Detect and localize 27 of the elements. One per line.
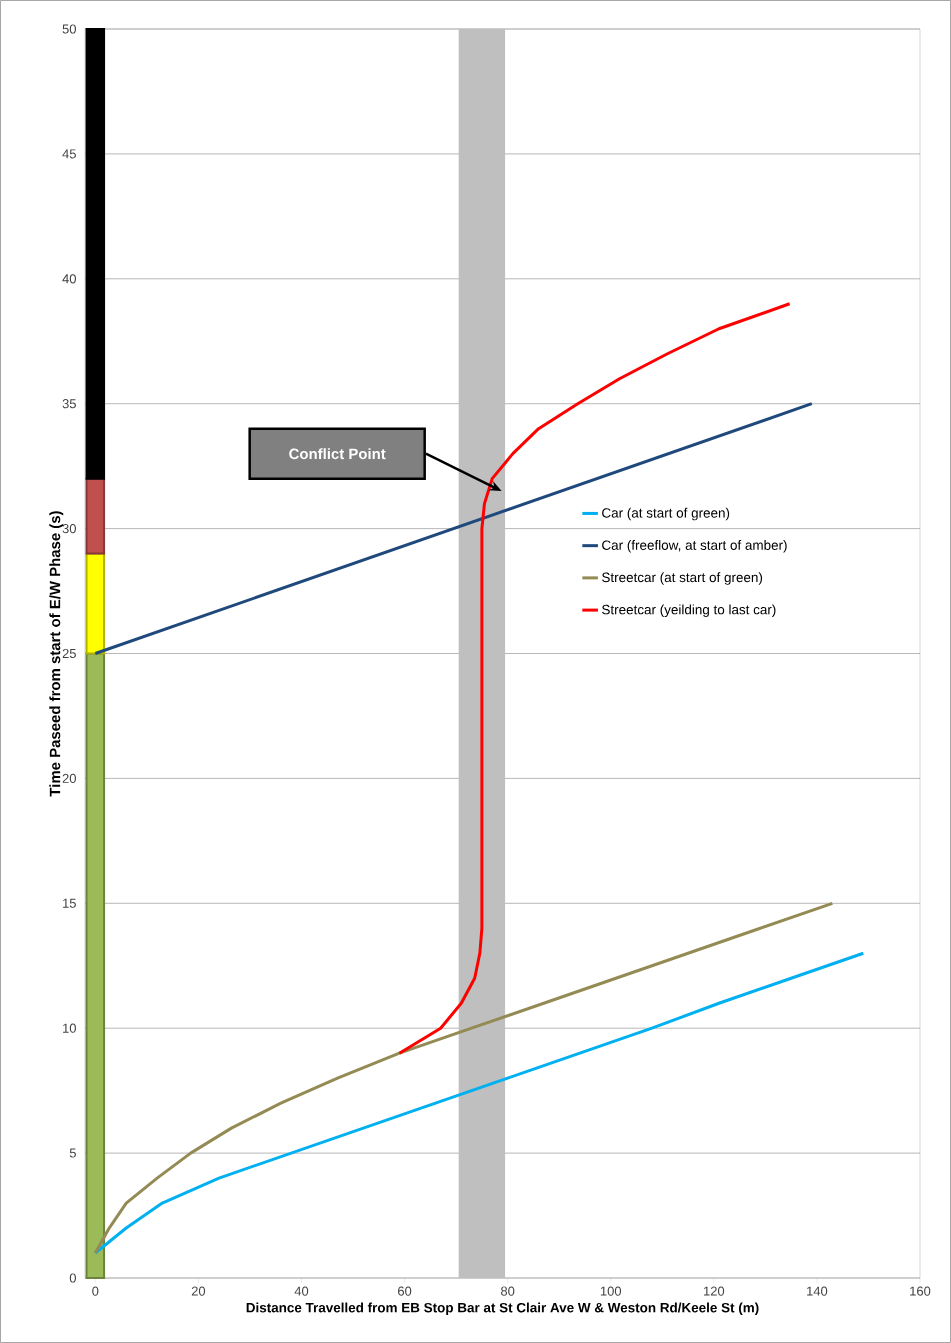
- y-tick-label: 40: [62, 274, 76, 284]
- y-tick-label: 0: [69, 1273, 76, 1283]
- legend-label: Streetcar (at start of green): [602, 572, 763, 585]
- x-tick-label: 140: [807, 1286, 828, 1296]
- y-tick-label: 20: [62, 773, 76, 783]
- x-tick-label: 160: [910, 1286, 931, 1296]
- annotation: Conflict Point: [289, 448, 386, 460]
- x-tick-label: 0: [92, 1286, 99, 1296]
- y-tick-label: 25: [62, 648, 76, 659]
- legend-label: Streetcar (yeilding to last car): [602, 604, 776, 618]
- legend-label: Car (at start of green): [602, 507, 730, 521]
- x-tick-label: 60: [398, 1286, 412, 1296]
- y-tick-label: 30: [62, 524, 76, 534]
- x-tick-label: 100: [600, 1286, 622, 1296]
- y-tick-label: 35: [62, 399, 76, 409]
- line-series: [397, 302, 792, 1055]
- y-tick-label: 50: [62, 24, 76, 34]
- y-tick-label: 45: [62, 149, 76, 159]
- y-tick-label: 10: [63, 1023, 76, 1033]
- x-tick-label: 80: [501, 1286, 515, 1296]
- x-axis-title: Distance Travelled from EB Stop Bar at St Clair Ave W & Weston Rd/Keele St (m): [246, 1302, 759, 1316]
- x-tick-label: 20: [191, 1286, 206, 1296]
- y-tick-label: 5: [69, 1148, 76, 1158]
- x-tick-label: 40: [294, 1286, 309, 1296]
- x-tick-label: 120: [704, 1286, 725, 1296]
- y-tick-label: 15: [63, 898, 76, 908]
- legend-label: Car (freeflow, at start of amber): [602, 540, 787, 553]
